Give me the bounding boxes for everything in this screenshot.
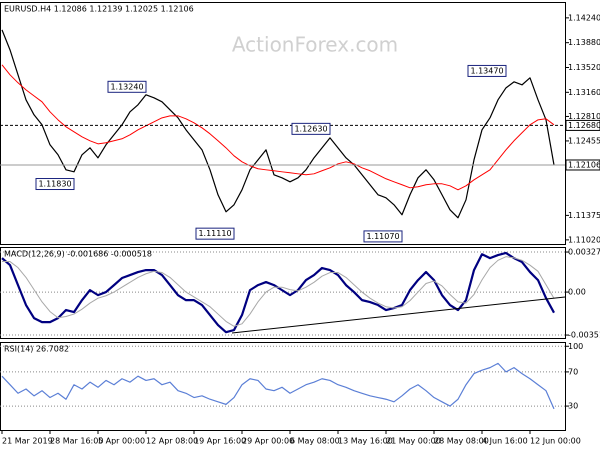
annotation-label: 1.11830 [38, 180, 71, 189]
series-line [1, 29, 555, 219]
y-tick-label: 1.11375 [568, 211, 600, 220]
x-tick-label: 4 Jun 16:00 [482, 437, 528, 446]
annotation-box [363, 230, 403, 243]
y-tick-label: 0.003278 [568, 248, 600, 257]
x-tick-label: 12 Jun 00:00 [530, 437, 581, 446]
x-tick-label: 13 May 16:00 [338, 437, 393, 446]
panel [0, 247, 566, 339]
y-tick-label: 30 [568, 402, 578, 411]
level-label: 1.12680 [568, 121, 600, 130]
annotation-label: 1.11110 [198, 229, 231, 238]
x-tick-label: 12 Apr 08:00 [146, 437, 198, 446]
watermark: ActionForex.com [232, 33, 398, 57]
x-tick-label: 29 Apr 00:00 [242, 437, 294, 446]
series-line [2, 256, 555, 327]
y-tick-label: 1.12455 [568, 136, 600, 145]
annotation-label: 1.13470 [470, 66, 503, 75]
series-line [1, 64, 555, 191]
annotation-box [107, 80, 147, 93]
y-tick-label: 1.12810 [568, 112, 600, 121]
annotation-label: 1.13240 [110, 82, 143, 91]
y-tick-label: 100 [568, 342, 583, 351]
y-tick-label: 1.13160 [568, 88, 600, 97]
y-tick-label: 1.11020 [568, 235, 600, 244]
x-tick-label: 28 May 08:00 [434, 437, 489, 446]
x-tick-label: 19 Apr 16:00 [194, 437, 246, 446]
annotation-label: 1.11070 [366, 232, 399, 241]
x-tick-label: 5 Apr 00:00 [98, 437, 145, 446]
panel-title: EURUSD.H4 1.12086 1.12139 1.12025 1.1210… [4, 5, 194, 14]
annotation-box [195, 227, 235, 240]
panel-title: MACD(12,26,9) -0.001686 -0.000518 [4, 250, 152, 259]
level-box [565, 159, 600, 171]
level-label: 1.12106 [568, 160, 600, 169]
trendline [231, 296, 566, 334]
annotation-label: 1.12630 [294, 124, 327, 133]
y-tick-label: 0.00 [568, 288, 586, 297]
annotation-box [291, 122, 331, 135]
panel [0, 342, 566, 431]
y-tick-label: 1.13880 [568, 38, 600, 47]
y-tick-label: -0.003519 [568, 331, 600, 340]
x-tick-label: 21 Mar 2019 [2, 437, 53, 446]
y-tick-label: 1.14240 [568, 13, 600, 22]
annotation-box [35, 178, 75, 191]
annotation-box [467, 64, 507, 77]
x-tick-label: 6 May 08:00 [290, 437, 340, 446]
x-tick-label: 21 May 00:00 [386, 437, 441, 446]
y-tick-label: 70 [568, 367, 578, 376]
y-tick-label: 1.13520 [568, 63, 600, 72]
panel-title: RSI(14) 26.7082 [4, 345, 69, 354]
series-line [1, 362, 555, 410]
x-tick-label: 28 Mar 16:00 [50, 437, 103, 446]
level-box [565, 119, 600, 131]
